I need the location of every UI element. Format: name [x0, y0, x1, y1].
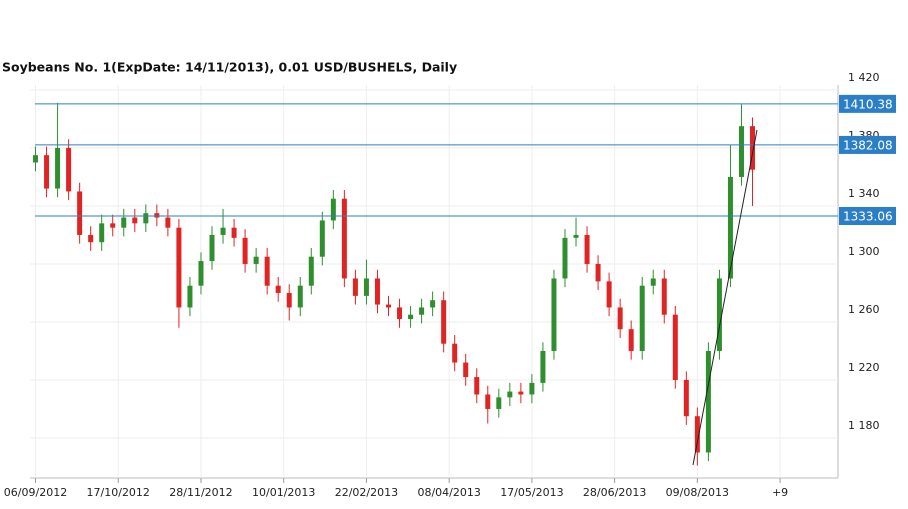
candle-body	[496, 397, 502, 409]
candle-body	[628, 329, 634, 351]
level-label: 1382.08	[843, 138, 893, 152]
candle-body	[33, 155, 39, 163]
level-label: 1410.38	[843, 97, 893, 111]
candle-body	[606, 281, 612, 308]
candle-body	[176, 227, 182, 308]
candle-body	[319, 220, 325, 257]
candle-body	[187, 285, 193, 308]
candle-body	[77, 191, 83, 235]
candle-body	[308, 256, 314, 286]
level-label-box	[839, 135, 896, 154]
candle-body	[562, 237, 568, 279]
x-tick-label: 28/06/2013	[583, 486, 646, 499]
candle-body	[485, 394, 491, 409]
candle-body	[661, 278, 667, 315]
candle-body	[595, 263, 601, 282]
level-label-box	[839, 94, 896, 113]
y-tick-label: 1 180	[848, 419, 880, 432]
candle-body	[165, 217, 171, 228]
candle-body	[694, 416, 700, 453]
candle-body	[551, 278, 557, 351]
candle-body	[573, 234, 579, 238]
y-tick-label: 1 420	[848, 71, 880, 84]
x-tick-label: 17/10/2012	[87, 486, 150, 499]
y-tick-label: 1 300	[848, 245, 880, 258]
x-tick-label: 28/11/2012	[169, 486, 232, 499]
level-label: 1333.06	[843, 210, 893, 224]
candle-body	[584, 234, 590, 264]
candle-body	[750, 126, 756, 170]
candle-body	[738, 126, 744, 177]
candle-body	[143, 213, 149, 224]
candle-body	[463, 362, 469, 378]
candle-body	[55, 147, 61, 189]
candle-body	[110, 223, 116, 228]
candle-body	[121, 217, 127, 228]
trend-line	[692, 129, 758, 466]
candle-body	[231, 227, 237, 238]
y-tick-label: 1 340	[848, 187, 880, 200]
candle-body	[397, 307, 403, 320]
x-tick-label: 10/01/2013	[252, 486, 315, 499]
candle-body	[44, 155, 50, 189]
candle-body	[66, 147, 72, 192]
x-tick-label: 08/04/2013	[417, 486, 480, 499]
candle-body	[452, 343, 458, 363]
candle-body	[209, 234, 215, 262]
candle-body	[518, 391, 524, 395]
candle-body	[297, 285, 303, 308]
candle-body	[419, 307, 425, 315]
candle-body	[341, 198, 347, 279]
candle-body	[683, 379, 689, 417]
candle-body	[88, 234, 94, 243]
candle-body	[617, 307, 623, 330]
candle-body	[374, 278, 380, 305]
y-tick-label: 1 260	[848, 303, 880, 316]
candle-body	[264, 256, 270, 286]
candle-body	[672, 314, 678, 380]
candle-body	[716, 278, 722, 351]
candle-body	[363, 278, 369, 296]
candle-body	[242, 237, 248, 264]
candle-body	[705, 350, 711, 453]
candle-body	[330, 198, 336, 221]
candle-body	[430, 300, 436, 308]
candle-body	[253, 256, 259, 264]
candle-body	[220, 227, 226, 235]
candle-body	[474, 377, 480, 395]
candle-body	[385, 304, 391, 308]
x-tick-label: 09/08/2013	[666, 486, 729, 499]
candle-body	[132, 217, 138, 224]
candle-body	[727, 176, 733, 279]
candle-body	[507, 391, 513, 398]
candle-body	[286, 292, 292, 308]
candle-body	[198, 261, 204, 286]
chart-title: Soybeans No. 1(ExpDate: 14/11/2013), 0.0…	[2, 60, 457, 75]
candle-body	[650, 278, 656, 286]
candle-body	[275, 285, 281, 293]
x-tick-label: +9	[772, 486, 788, 499]
candle-body	[639, 285, 645, 351]
candle-body	[352, 278, 358, 296]
candle-body	[540, 350, 546, 383]
y-tick-label: 1 220	[848, 361, 880, 374]
x-tick-label: 17/05/2013	[500, 486, 563, 499]
x-tick-label: 22/02/2013	[335, 486, 398, 499]
candle-body	[529, 382, 535, 395]
candle-body	[99, 223, 105, 243]
x-tick-label: 06/09/2012	[4, 486, 67, 499]
candle-body	[408, 314, 414, 320]
candle-body	[441, 300, 447, 344]
candle-body	[154, 213, 160, 218]
level-label-box	[839, 207, 896, 226]
